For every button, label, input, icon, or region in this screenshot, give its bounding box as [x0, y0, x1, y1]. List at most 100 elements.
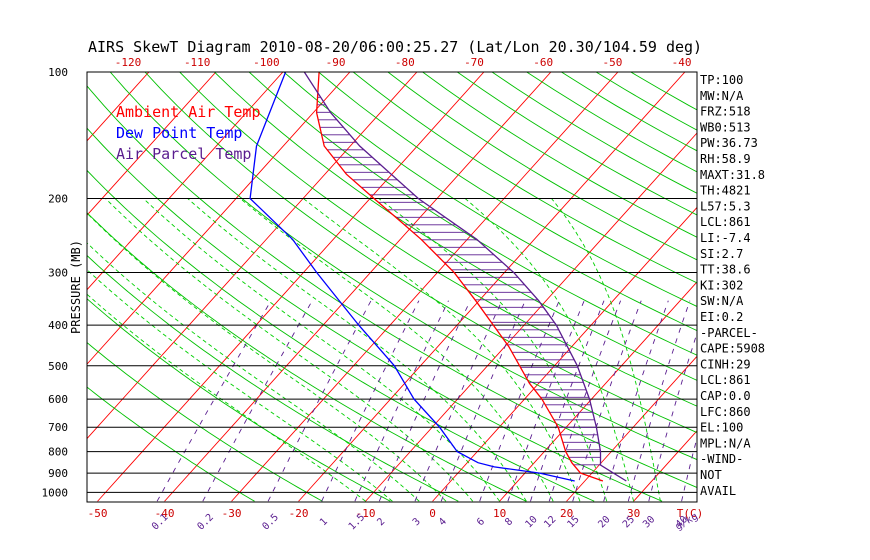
stat-line: SW:N/A	[700, 294, 744, 308]
moist-adiabat-line	[187, 198, 527, 502]
mixing-ratio-line	[267, 300, 372, 502]
dry-adiabat-line	[87, 212, 527, 502]
stat-line: L57:5.3	[700, 199, 751, 213]
dry-adiabat-line	[87, 386, 255, 502]
dry-adiabat-line	[387, 72, 697, 261]
mixing-ratio-tick-label: 4	[437, 516, 449, 528]
moist-adiabat-line	[303, 198, 581, 502]
isotherm-line	[97, 72, 485, 502]
series-line-dew-point-temp	[249, 72, 575, 482]
stat-line: LFC:860	[700, 405, 751, 419]
stat-line: CAP:0.0	[700, 389, 751, 403]
pressure-tick-label: 900	[48, 467, 68, 480]
series-line-ambient-air-temp	[315, 72, 604, 482]
dry-adiabat-line	[144, 72, 697, 434]
series-line-air-parcel-temp	[303, 72, 627, 482]
isotherm-line	[0, 72, 15, 501]
moist-adiabat-line	[105, 198, 474, 502]
top-temp-tick-label: -120	[115, 56, 142, 69]
mixing-ratio-line	[202, 300, 313, 502]
isotherm-line	[231, 72, 619, 502]
isotherm-line	[566, 355, 697, 502]
mixing-ratio-tick-label: 3	[411, 516, 423, 528]
bottom-temp-tick-label: -20	[289, 507, 309, 520]
bottom-temp-tick-label: 0	[429, 507, 436, 520]
dry-adiabat-line	[214, 72, 697, 381]
stat-line: MW:N/A	[700, 89, 744, 103]
pressure-tick-label: 100	[48, 66, 68, 79]
stat-line: MAXT:31.8	[700, 168, 765, 182]
bottom-temp-tick-label: -30	[222, 507, 242, 520]
mixing-ratio-line	[648, 331, 697, 502]
mixing-ratio-tick-label: 0.5	[260, 512, 281, 533]
bottom-temp-tick-label: -50	[88, 507, 108, 520]
stat-line: NOT	[700, 468, 722, 482]
isotherm-line	[87, 72, 418, 440]
stat-line: TH:4821	[700, 184, 751, 198]
stat-line: WB0:513	[700, 120, 751, 134]
bottom-temp-tick-label: 30	[627, 507, 640, 520]
stat-line: -WIND-	[700, 452, 743, 466]
stat-line: LI:-7.4	[700, 231, 751, 245]
stat-line: EI:0.2	[700, 310, 743, 324]
mixing-ratio-tick-label: 30	[641, 514, 657, 530]
moist-adiabat-line	[87, 269, 393, 502]
mixing-ratio-line	[627, 300, 691, 502]
moist-adiabat-line	[378, 198, 608, 502]
top-temp-tick-label: -80	[395, 56, 415, 69]
pressure-tick-label: 400	[48, 319, 68, 332]
chart-title: AIRS SkewT Diagram 2010-08-20/06:00:25.2…	[88, 38, 702, 56]
dry-adiabat-line	[179, 72, 697, 407]
isotherm-line	[432, 206, 697, 502]
dry-adiabat-line	[87, 341, 323, 502]
isotherm-line	[499, 281, 697, 502]
profile-lines	[249, 72, 627, 482]
isotherm-line	[87, 72, 217, 216]
top-temp-tick-label: -70	[464, 56, 484, 69]
dry-adiabat-line	[87, 254, 459, 502]
stat-line: TP:100	[700, 73, 743, 87]
mixing-ratio-tick-label: 12	[542, 514, 558, 530]
legend-item: Ambient Air Temp	[116, 103, 261, 121]
bottom-temp-tick-label: 20	[560, 507, 573, 520]
dry-adiabat-line	[318, 72, 697, 307]
stat-line: SI:2.7	[700, 247, 743, 261]
bottom-temp-tick-label: -10	[356, 507, 376, 520]
top-temp-tick-label: -100	[253, 56, 280, 69]
dry-adiabat-line	[526, 72, 697, 173]
isotherm-line	[87, 72, 351, 365]
stat-line: CINH:29	[700, 357, 751, 371]
legend: Ambient Air Temp Dew Point Temp Air Parcel…	[116, 103, 261, 163]
bottom-temp-tick-label: 10	[493, 507, 506, 520]
bottom-temp-tick-label: -40	[155, 507, 175, 520]
mixing-ratio-line	[572, 300, 642, 502]
y-axis-label: PRESSURE (MB)	[69, 240, 83, 334]
moist-adiabat-line	[87, 242, 420, 502]
grid-lines	[0, 72, 870, 502]
moist-adiabat-line	[239, 198, 554, 502]
top-temp-tick-label: -50	[602, 56, 622, 69]
dry-adiabat-line	[109, 72, 697, 461]
x-axis-label: T(C)	[677, 507, 704, 520]
mixing-ratio-tick-label: 1	[318, 516, 330, 528]
mixing-ratio-tick-label: 20	[596, 514, 612, 530]
mixing-ratio-line	[681, 436, 697, 502]
moist-adiabat-line	[87, 212, 447, 502]
dry-adiabat-line	[87, 298, 391, 502]
plot-frame	[86, 71, 698, 503]
stat-line: FRZ:518	[700, 105, 751, 119]
mixing-ratio-tick-label: 0.2	[195, 512, 216, 533]
stat-line: TT:38.6	[700, 263, 751, 277]
dry-adiabat-line	[352, 72, 697, 284]
isotherm-line	[87, 72, 284, 291]
mixing-ratio-tick-label: 2	[375, 516, 387, 528]
moist-adiabat-line	[143, 198, 500, 502]
isotherm-line	[298, 72, 686, 502]
isotherm-line	[768, 72, 870, 501]
mixing-ratio-tick-label: 10	[523, 514, 539, 530]
pressure-tick-label: 1000	[42, 486, 69, 499]
stat-line: MPL:N/A	[700, 436, 751, 450]
